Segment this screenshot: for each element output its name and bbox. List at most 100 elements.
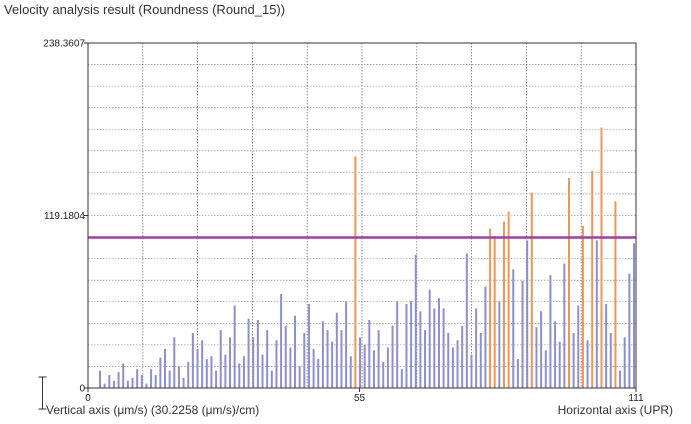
bar xyxy=(591,170,594,388)
bar xyxy=(419,311,422,388)
bar xyxy=(191,333,194,388)
bar xyxy=(461,325,464,388)
bar xyxy=(414,254,417,388)
bar xyxy=(521,280,524,388)
bar xyxy=(609,333,612,388)
bar xyxy=(117,372,120,388)
bar xyxy=(164,348,167,388)
bar xyxy=(428,289,431,388)
bar xyxy=(372,350,375,388)
bar xyxy=(359,337,362,388)
bar xyxy=(368,319,371,388)
bar xyxy=(326,330,329,388)
bar xyxy=(498,301,501,388)
bar xyxy=(577,305,580,388)
bar xyxy=(400,369,403,388)
bar xyxy=(122,363,125,388)
bar xyxy=(595,240,598,388)
bar xyxy=(131,377,134,388)
bar xyxy=(600,127,603,388)
bar xyxy=(335,312,338,388)
bar xyxy=(196,348,199,388)
bar xyxy=(465,253,468,388)
bar xyxy=(349,356,352,388)
x-tick-label: 55 xyxy=(354,393,366,404)
bar xyxy=(289,347,292,388)
bar xyxy=(442,308,445,388)
bar xyxy=(233,305,236,388)
bar xyxy=(633,243,635,388)
bar xyxy=(567,178,570,388)
grid-lines xyxy=(88,43,636,388)
bar xyxy=(261,354,264,388)
bar xyxy=(252,337,255,388)
bar xyxy=(433,308,436,388)
bar xyxy=(145,383,148,388)
bar xyxy=(159,357,162,388)
bar xyxy=(456,340,459,388)
bar xyxy=(558,341,561,388)
bar xyxy=(391,325,394,388)
bar xyxy=(284,325,287,388)
bar xyxy=(136,369,139,388)
bar xyxy=(177,366,180,388)
bar xyxy=(168,370,171,388)
scale-bar-icon xyxy=(38,376,47,410)
bar xyxy=(270,370,273,388)
bar xyxy=(280,293,283,388)
bar xyxy=(605,304,608,388)
bar xyxy=(554,321,557,388)
bar xyxy=(345,301,348,388)
y-tick-label: 238.3607 xyxy=(43,39,85,50)
x-tick-label: 111 xyxy=(628,393,644,404)
bar xyxy=(386,347,389,388)
bar xyxy=(619,370,622,388)
bar xyxy=(512,269,515,388)
bar xyxy=(182,377,185,388)
bar xyxy=(614,201,617,388)
bar xyxy=(140,374,143,388)
bar xyxy=(256,319,259,388)
y-tick-label: 0 xyxy=(79,384,85,395)
bar xyxy=(396,301,399,388)
chart-title: Velocity analysis result (Roundness (Rou… xyxy=(4,2,286,17)
bar xyxy=(484,286,487,388)
bar xyxy=(623,337,626,388)
bar xyxy=(363,344,366,388)
bar xyxy=(475,308,478,388)
bar xyxy=(266,330,269,388)
bar xyxy=(549,275,552,388)
bar xyxy=(424,330,427,388)
bar xyxy=(526,240,529,388)
bar xyxy=(103,383,106,388)
bar xyxy=(581,225,584,388)
bar xyxy=(126,380,129,388)
bar xyxy=(540,311,543,388)
bar xyxy=(470,354,473,388)
bar xyxy=(294,315,297,388)
bar xyxy=(275,340,278,388)
vertical-axis-label: Vertical axis (μm/s) (30.2258 (μm/s)/cm) xyxy=(46,403,260,417)
bar xyxy=(150,369,153,388)
bar xyxy=(535,327,538,388)
bar xyxy=(238,363,241,388)
bar xyxy=(173,337,176,388)
bar xyxy=(563,263,566,388)
bar xyxy=(312,348,315,388)
bar xyxy=(544,350,547,388)
bar xyxy=(489,228,492,388)
bar xyxy=(447,333,450,388)
x-tick-labels: 0 55 111 xyxy=(85,388,644,404)
bar xyxy=(99,370,101,388)
bar xyxy=(502,221,505,388)
bar xyxy=(493,236,496,388)
bar xyxy=(229,337,232,388)
bar xyxy=(303,333,306,388)
bar xyxy=(340,330,343,388)
bar xyxy=(201,340,204,388)
bar xyxy=(507,211,510,388)
bar xyxy=(530,192,533,388)
bars xyxy=(99,127,635,388)
bar xyxy=(572,333,575,388)
bar xyxy=(317,359,320,388)
